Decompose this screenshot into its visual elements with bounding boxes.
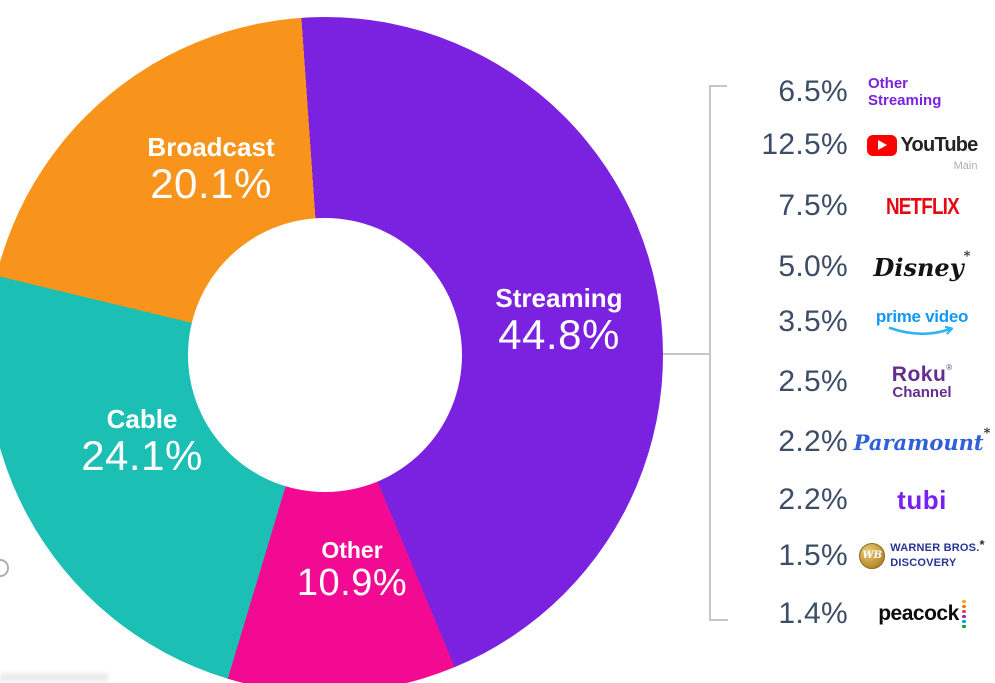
footnote-asterisk: * [963, 248, 971, 264]
brand-text: peacock [878, 602, 959, 625]
legend-percent: 7.5% [778, 189, 848, 222]
legend-row-youtube: 12.5% YouTube Main [700, 118, 990, 172]
legend-row-prime-video: 3.5% prime video [700, 295, 990, 349]
brand-text: Paramount [853, 429, 984, 455]
footnote-asterisk: * [983, 425, 991, 441]
registered-mark: ® [946, 363, 953, 372]
legend-bracket [709, 85, 711, 621]
legend-percent: 1.4% [778, 597, 848, 630]
legend-percent: 12.5% [761, 128, 848, 161]
peacock-logo: peacock [878, 599, 966, 629]
brand-text: Streaming [868, 92, 942, 109]
legend-percent: 1.5% [778, 539, 848, 572]
legend-percent: 5.0% [778, 250, 848, 283]
brand-text: Other [868, 74, 909, 92]
brand-text: YouTube [900, 133, 979, 156]
segment-value: 20.1% [150, 160, 272, 208]
legend-row-peacock: 1.4% peacock [700, 587, 990, 641]
legend-percent: 3.5% [778, 305, 848, 338]
segment-label-cable: Cable 24.1% [81, 404, 203, 480]
segment-label-other: Other 10.9% [297, 538, 407, 604]
warner-bros-discovery-logo: WB WARNER BROS.* DISCOVERY [859, 537, 985, 570]
legend-percent: 6.5% [778, 75, 848, 108]
brand-text: prime video [875, 306, 969, 326]
brand-text: Roku [891, 363, 947, 386]
segment-label-streaming: Streaming 44.8% [495, 283, 623, 359]
legend-percent: 2.5% [778, 365, 848, 398]
segment-value: 24.1% [81, 432, 203, 480]
legend-row-warner-bros-discovery: 1.5% WB WARNER BROS.* DISCOVERY [700, 529, 990, 583]
segment-label-broadcast: Broadcast 20.1% [147, 132, 275, 208]
legend-row-other-streaming: 6.5% Other Streaming [700, 65, 990, 119]
paramount-logo: Paramount* [853, 426, 991, 455]
legend-percent: 2.2% [778, 425, 848, 458]
youtube-play-icon [866, 134, 897, 156]
brand-text: Disney [873, 252, 964, 282]
disney-logo: Disney* [873, 249, 971, 282]
other-streaming-logo: Other Streaming [856, 75, 988, 110]
brand-text: WARNER BROS.* DISCOVERY [890, 537, 985, 570]
legend-row-disney: 5.0% Disney* [700, 240, 990, 294]
youtube-sub-label: Main [953, 159, 978, 172]
segment-name: Cable [106, 404, 178, 434]
segment-name: Other [321, 537, 383, 563]
footnote-asterisk: * [979, 537, 985, 553]
brand-text: Channel [892, 384, 952, 401]
legend-row-paramount: 2.2% Paramount* [700, 415, 990, 469]
donut-hole [188, 218, 462, 492]
netflix-logo: NETFLIX [885, 192, 960, 219]
cropped-text-fragment [0, 673, 108, 682]
legend-bracket-bottom-arm [709, 619, 728, 621]
cropped-text-fragment [0, 559, 9, 577]
youtube-logo: YouTube Main [866, 133, 979, 172]
legend-row-roku: 2.5% Roku® Channel [700, 355, 990, 409]
legend-percent: 2.2% [778, 483, 848, 516]
legend-bracket-top-arm [709, 85, 727, 87]
segment-name: Streaming [495, 283, 623, 313]
segment-value: 10.9% [296, 561, 408, 604]
connector-line [663, 353, 710, 355]
roku-channel-logo: Roku® Channel [891, 363, 953, 401]
segment-name: Broadcast [147, 132, 275, 162]
tubi-logo: tubi [897, 484, 947, 515]
legend-row-netflix: 7.5% NETFLIX [700, 179, 990, 233]
segment-value: 44.8% [498, 311, 620, 359]
prime-video-logo: prime video [876, 307, 968, 338]
wb-shield-icon: WB [859, 542, 886, 569]
peacock-feather-icon [961, 599, 966, 629]
prime-smile-icon [888, 325, 954, 335]
legend-row-tubi: 2.2% tubi [700, 473, 990, 527]
